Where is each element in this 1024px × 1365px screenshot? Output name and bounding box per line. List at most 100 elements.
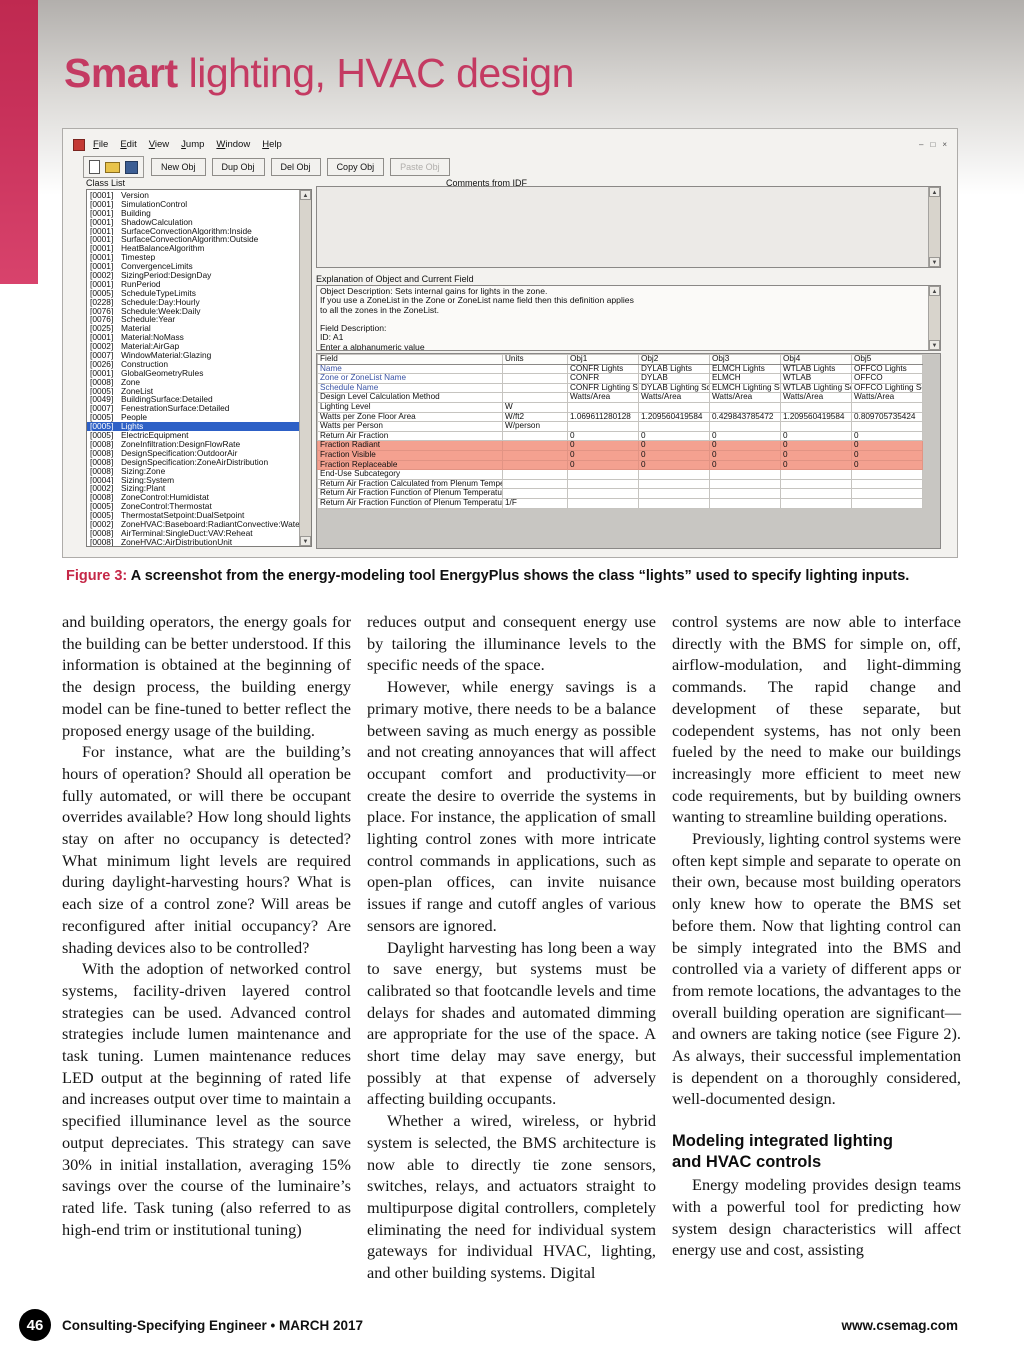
table-row[interactable]: Lighting Level W xyxy=(317,401,923,413)
class-list-item[interactable]: [0001] ConvergenceLimits xyxy=(87,262,299,271)
value-cell[interactable]: DYLAB xyxy=(638,373,710,384)
comments-from-idf-box[interactable]: ▲ ▼ xyxy=(316,186,941,268)
value-cell[interactable] xyxy=(638,469,710,480)
value-cell[interactable]: CONFR xyxy=(567,373,639,384)
value-cell[interactable] xyxy=(709,421,781,432)
value-cell[interactable]: WTLAB Lights xyxy=(780,363,852,375)
table-row[interactable]: Name CONFR Lights DYLAB Lights ELMCH Lights… xyxy=(317,363,923,375)
class-list-item[interactable]: [0005] People xyxy=(87,413,299,422)
value-cell[interactable] xyxy=(780,469,852,480)
class-list-item[interactable]: [0049] BuildingSurface:Detailed xyxy=(87,395,299,404)
value-cell[interactable]: 0 xyxy=(851,459,923,471)
class-list-item[interactable]: [0001] RunPeriod xyxy=(87,280,299,289)
value-cell[interactable] xyxy=(567,469,639,480)
field-name-cell[interactable]: Watts per Person xyxy=(317,421,503,432)
value-cell[interactable]: 0 xyxy=(567,440,639,451)
value-cell[interactable] xyxy=(851,478,923,490)
class-list-item[interactable]: [0008] DesignSpecification:ZoneAirDistrib… xyxy=(87,458,299,467)
scroll-up-icon[interactable]: ▲ xyxy=(929,286,940,296)
table-row[interactable]: End-Use Subcategory xyxy=(317,469,923,480)
value-cell[interactable]: 0 xyxy=(780,430,852,442)
class-list-item[interactable]: [0001] Timestep xyxy=(87,253,299,262)
class-list-item[interactable]: [0008] ZoneInfiltration:DesignFlowRate xyxy=(87,440,299,449)
class-list-item[interactable]: [0228] Schedule:Day:Hourly xyxy=(87,298,299,307)
value-cell[interactable]: CONFR Lights xyxy=(567,363,639,375)
scroll-down-icon[interactable]: ▼ xyxy=(929,340,940,350)
value-cell[interactable] xyxy=(780,421,852,432)
value-cell[interactable]: ELMCH Lighting Sc xyxy=(709,382,781,394)
field-name-cell[interactable]: Return Air Fraction Calculated from Plen… xyxy=(317,478,503,490)
column-header-obj3[interactable]: Obj3 xyxy=(709,354,781,365)
value-cell[interactable]: 0 xyxy=(851,449,923,461)
value-cell[interactable]: 0 xyxy=(638,440,710,451)
class-list-item[interactable]: [0001] Version xyxy=(87,191,299,200)
value-cell[interactable]: Watts/Area xyxy=(638,392,710,403)
class-list-item[interactable]: [0008] ZoneControl:Humidistat xyxy=(87,493,299,502)
value-cell[interactable] xyxy=(567,421,639,432)
menu-file[interactable]: File xyxy=(93,139,109,150)
value-cell[interactable]: 0 xyxy=(567,459,639,471)
menu-view[interactable]: View xyxy=(148,139,170,150)
class-list-item[interactable]: [0002] ZoneHVAC:Baseboard:RadiantConvecti… xyxy=(87,520,299,529)
value-cell[interactable] xyxy=(638,488,710,499)
value-cell[interactable] xyxy=(567,488,639,499)
value-cell[interactable]: Watts/Area xyxy=(851,392,923,403)
value-cell[interactable]: 0 xyxy=(638,459,710,471)
class-list-item[interactable]: [0008] Zone xyxy=(87,378,299,387)
class-list-item[interactable]: [0005] ZoneList xyxy=(87,387,299,396)
value-cell[interactable] xyxy=(638,401,710,413)
object-table[interactable]: Field Units Obj1 Obj2 Obj3 Obj4 Obj5 Name CONFR … xyxy=(317,354,923,509)
value-cell[interactable]: 0 xyxy=(709,440,781,451)
value-cell[interactable] xyxy=(780,478,852,490)
value-cell[interactable]: ELMCH xyxy=(709,373,781,384)
value-cell[interactable]: Watts/Area xyxy=(709,392,781,403)
table-row[interactable]: Fraction Replaceable 0 0 0 0 0 xyxy=(317,459,923,471)
class-list-item[interactable]: [0026] Construction xyxy=(87,360,299,369)
new-file-icon[interactable] xyxy=(89,160,100,174)
field-name-cell[interactable]: Zone or ZoneList Name xyxy=(317,373,503,384)
value-cell[interactable] xyxy=(851,469,923,480)
class-list-item[interactable]: [0002] SizingPeriod:DesignDay xyxy=(87,271,299,280)
copy-obj-button[interactable]: Copy Obj xyxy=(326,158,385,176)
table-row[interactable]: Design Level Calculation Method Watts/Are… xyxy=(317,392,923,403)
value-cell[interactable] xyxy=(709,497,781,509)
comments-scrollbar[interactable]: ▲ ▼ xyxy=(928,187,940,267)
value-cell[interactable]: 0 xyxy=(567,430,639,442)
column-header-units[interactable]: Units xyxy=(502,354,568,365)
menu-help[interactable]: Help xyxy=(262,139,282,150)
value-cell[interactable]: Watts/Area xyxy=(780,392,852,403)
field-name-cell[interactable]: Return Air Fraction Function of Plenum T… xyxy=(317,488,503,499)
class-list-item[interactable]: [0076] Schedule:Week:Daily xyxy=(87,307,299,316)
value-cell[interactable] xyxy=(567,478,639,490)
value-cell[interactable]: 0 xyxy=(709,449,781,461)
value-cell[interactable]: 0 xyxy=(780,459,852,471)
class-list-item[interactable]: [0005] ThermostatSetpoint:DualSetpoint xyxy=(87,511,299,520)
scroll-up-icon[interactable]: ▲ xyxy=(929,187,940,197)
class-list-item[interactable]: [0076] Schedule:Year xyxy=(87,315,299,324)
scroll-down-icon[interactable]: ▼ xyxy=(929,257,940,267)
value-cell[interactable]: OFFCO Lighting Sch xyxy=(851,382,923,394)
value-cell[interactable]: 1.209560419584 xyxy=(780,411,852,423)
value-cell[interactable]: 0.809705735424 xyxy=(851,411,923,423)
value-cell[interactable]: WTLAB Lighting Sc xyxy=(780,382,852,394)
value-cell[interactable]: Watts/Area xyxy=(567,392,639,403)
value-cell[interactable]: DYLAB Lighting Sch xyxy=(638,382,710,394)
table-row[interactable]: Watts per Person W/person xyxy=(317,421,923,432)
class-list-item[interactable]: [0001] SurfaceConvectionAlgorithm:Inside xyxy=(87,227,299,236)
table-row[interactable]: Return Air Fraction Function of Plenum T… xyxy=(317,497,923,509)
value-cell[interactable] xyxy=(709,401,781,413)
field-name-cell[interactable]: Lighting Level xyxy=(317,401,503,413)
column-header-obj1[interactable]: Obj1 xyxy=(567,354,639,365)
value-cell[interactable]: 0 xyxy=(709,430,781,442)
value-cell[interactable] xyxy=(709,478,781,490)
class-list[interactable]: [0001] Version [0001] SimulationControl [000… xyxy=(86,189,312,547)
value-cell[interactable]: 0.429843785472 xyxy=(709,411,781,423)
field-name-cell[interactable]: Watts per Zone Floor Area xyxy=(317,411,503,423)
value-cell[interactable] xyxy=(709,488,781,499)
class-list-item[interactable]: [0001] SurfaceConvectionAlgorithm:Outside xyxy=(87,235,299,244)
field-name-cell[interactable]: Fraction Replaceable xyxy=(317,459,503,471)
class-list-item[interactable]: [0007] WindowMaterial:Glazing xyxy=(87,351,299,360)
class-list-item[interactable]: [0001] Building xyxy=(87,209,299,218)
class-list-item[interactable]: [0008] Sizing:Zone xyxy=(87,467,299,476)
table-row[interactable]: Return Air Fraction Calculated from Plen… xyxy=(317,478,923,490)
